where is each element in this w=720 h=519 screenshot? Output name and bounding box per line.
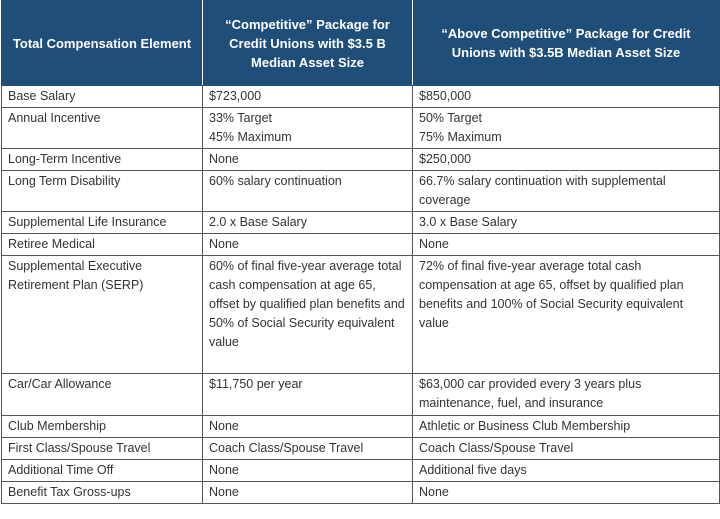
competitive-cell: None [202, 233, 413, 256]
above-competitive-cell: 66.7% salary continuation with supplemen… [412, 170, 720, 212]
above-competitive-cell: $850,000 [412, 85, 720, 108]
table-row: Car/Car Allowance $11,750 per year $63,0… [1, 373, 720, 416]
element-cell: Long Term Disability [1, 170, 203, 212]
header-above-competitive: “Above Competitive” Package for Credit U… [412, 0, 720, 86]
competitive-cell: 60% salary continuation [202, 170, 413, 212]
above-competitive-cell: None [412, 233, 720, 256]
above-competitive-cell: 3.0 x Base Salary [412, 211, 720, 234]
element-cell: Supplemental Life Insurance [1, 211, 203, 234]
table-row: Supplemental Executive Retirement Plan (… [1, 255, 720, 374]
element-cell: Supplemental Executive Retirement Plan (… [1, 255, 203, 374]
above-competitive-cell: Athletic or Business Club Membership [412, 415, 720, 438]
header-row: Total Compensation Element “Competitive”… [1, 0, 720, 86]
element-cell: First Class/Spouse Travel [1, 437, 203, 460]
competitive-cell: $723,000 [202, 85, 413, 108]
element-cell: Annual Incentive [1, 107, 203, 149]
element-cell: Car/Car Allowance [1, 373, 203, 416]
header-competitive: “Competitive” Package for Credit Unions … [202, 0, 413, 86]
table-row: Retiree Medical None None [1, 233, 720, 256]
competitive-cell: None [202, 481, 413, 504]
competitive-cell: Coach Class/Spouse Travel [202, 437, 413, 460]
competitive-cell: None [202, 459, 413, 482]
element-cell: Benefit Tax Gross-ups [1, 481, 203, 504]
element-cell: Retiree Medical [1, 233, 203, 256]
competitive-cell: None [202, 148, 413, 171]
above-competitive-cell: None [412, 481, 720, 504]
competitive-cell: None [202, 415, 413, 438]
above-competitive-cell: Additional five days [412, 459, 720, 482]
table-row: First Class/Spouse Travel Coach Class/Sp… [1, 437, 720, 460]
table-row: Supplemental Life Insurance 2.0 x Base S… [1, 211, 720, 234]
table-row: Club Membership None Athletic or Busines… [1, 415, 720, 438]
above-competitive-cell: 50% Target 75% Maximum [412, 107, 720, 149]
element-cell: Base Salary [1, 85, 203, 108]
competitive-cell: 2.0 x Base Salary [202, 211, 413, 234]
above-competitive-cell: Coach Class/Spouse Travel [412, 437, 720, 460]
table-row: Base Salary $723,000 $850,000 [1, 85, 720, 108]
table-row: Additional Time Off None Additional five… [1, 459, 720, 482]
element-cell: Additional Time Off [1, 459, 203, 482]
table-row: Long Term Disability 60% salary continua… [1, 170, 720, 212]
table-row: Annual Incentive 33% Target 45% Maximum … [1, 107, 720, 149]
element-cell: Long-Term Incentive [1, 148, 203, 171]
compensation-table: Total Compensation Element “Competitive”… [1, 0, 720, 504]
header-element: Total Compensation Element [1, 0, 203, 86]
competitive-cell: 33% Target 45% Maximum [202, 107, 413, 149]
above-competitive-cell: $63,000 car provided every 3 years plus … [412, 373, 720, 416]
competitive-cell: $11,750 per year [202, 373, 413, 416]
element-cell: Club Membership [1, 415, 203, 438]
above-competitive-cell: 72% of final five-year average total cas… [412, 255, 720, 374]
table-row: Benefit Tax Gross-ups None None [1, 481, 720, 504]
above-competitive-cell: $250,000 [412, 148, 720, 171]
competitive-cell: 60% of final five-year average total cas… [202, 255, 413, 374]
table-row: Long-Term Incentive None $250,000 [1, 148, 720, 171]
